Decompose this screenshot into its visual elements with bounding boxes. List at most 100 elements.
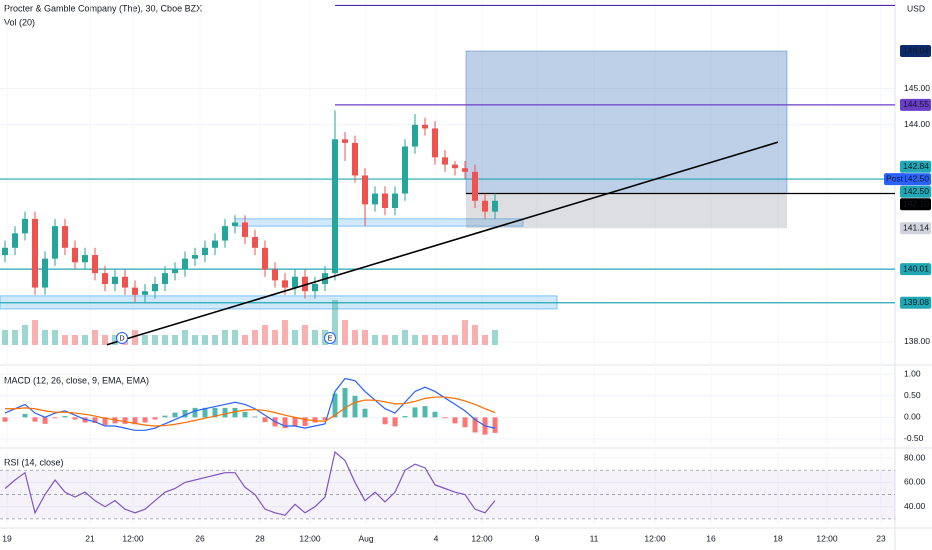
macd-histogram [212,407,218,418]
candle-body [112,276,118,284]
candle-body [172,269,178,274]
volume-bar [212,335,218,345]
candle-body [292,276,298,288]
candle-body [212,240,218,248]
x-tick-label: 12:00 [122,533,144,543]
x-tick-label: 9 [535,533,540,543]
volume-bar [72,335,78,345]
macd-histogram [142,417,148,423]
volume-bar [332,300,338,345]
x-tick-label: 12:00 [471,533,493,543]
volume-bar [242,335,248,345]
candle-body [2,247,8,256]
price-label: 146.04 [903,45,929,55]
volume-bar [272,330,278,345]
candle-body [122,276,128,288]
volume-bar [42,330,48,345]
macd-histogram [452,417,458,424]
macd-histogram [392,417,398,427]
volume-bar [182,330,188,345]
y-tick-label: 138.00 [904,336,930,346]
rsi-title: RSI (14, close) [4,457,64,467]
volume-bar [162,335,168,345]
candle-body [22,218,28,234]
price-label-box [900,296,931,309]
x-tick-label: 28 [255,533,265,543]
x-tick-label: 4 [434,533,439,543]
macd-histogram [242,411,248,418]
candle-body [202,247,208,256]
volume-bar [252,330,258,345]
macd-histogram [312,417,318,423]
macd-histogram [42,417,48,424]
macd-histogram [292,417,298,426]
candle-body [462,168,468,172]
event-marker [116,332,128,344]
price-label-box [900,173,931,186]
candle-body [282,280,288,288]
macd-histogram [132,417,138,425]
candle-body [62,226,68,248]
candle-body [192,255,198,259]
macd-histogram [172,412,178,418]
volume-bar [412,335,418,345]
macd-histogram [252,416,258,418]
x-tick-label: 11 [590,533,599,543]
volume-bar [482,335,488,345]
candle-body [402,146,408,194]
trendline [106,141,779,346]
x-tick-label: 12:00 [644,533,666,543]
x-tick-label: 12:00 [299,533,321,543]
candle-body [232,222,238,227]
candle-body [472,171,478,201]
candle-body [302,276,308,292]
candle-body [272,269,278,281]
macd-histogram [162,415,168,418]
volume-bar [32,320,38,345]
y-tick-label: -0.50 [904,433,924,443]
candle-body [92,255,98,274]
macd-histogram [102,417,108,426]
volume-bar [372,335,378,345]
macd-histogram [202,407,208,418]
macd-line [4,377,496,431]
x-tick-label: 18 [773,533,783,543]
macd-histogram [492,417,498,433]
macd-histogram [382,417,388,425]
candle-body [52,226,58,259]
price-label-box [900,160,931,173]
macd-histogram [472,417,478,433]
y-tick-label: 40.00 [904,501,926,511]
candle-body [372,193,378,205]
macd-histogram [52,417,58,419]
candle-body [32,218,38,288]
volume-bar [362,330,368,345]
event-label: D [119,335,124,342]
volume-bar [382,335,388,345]
profit-zone [465,50,788,195]
price-label-box [900,263,931,276]
price-label: 142.10 [903,199,929,209]
macd-histogram [412,407,418,418]
y-tick-label: 145.00 [904,83,930,93]
volume-bar [342,320,348,345]
macd-histogram [2,417,8,422]
y-tick-label: 80.00 [904,452,926,462]
macd-histogram [352,395,358,418]
event-marker [324,332,336,344]
volume-bar [132,330,138,345]
x-tick-label: 19 [2,533,12,543]
volume-bar [192,335,198,345]
price-label-box [900,185,931,198]
macd-histogram [152,417,158,420]
volume-bar [152,335,158,345]
volume-bar [202,335,208,345]
macd-title: MACD (12, 26, close, 9, EMA, EMA) [4,375,149,385]
macd-histogram [192,407,198,418]
volume-bar [102,335,108,345]
volume-label: Vol (20) [4,17,35,27]
y-tick-label: 0.50 [904,390,921,400]
candle-body [82,255,88,263]
y-tick-label: 144.00 [904,119,930,129]
macd-histogram [92,417,98,423]
